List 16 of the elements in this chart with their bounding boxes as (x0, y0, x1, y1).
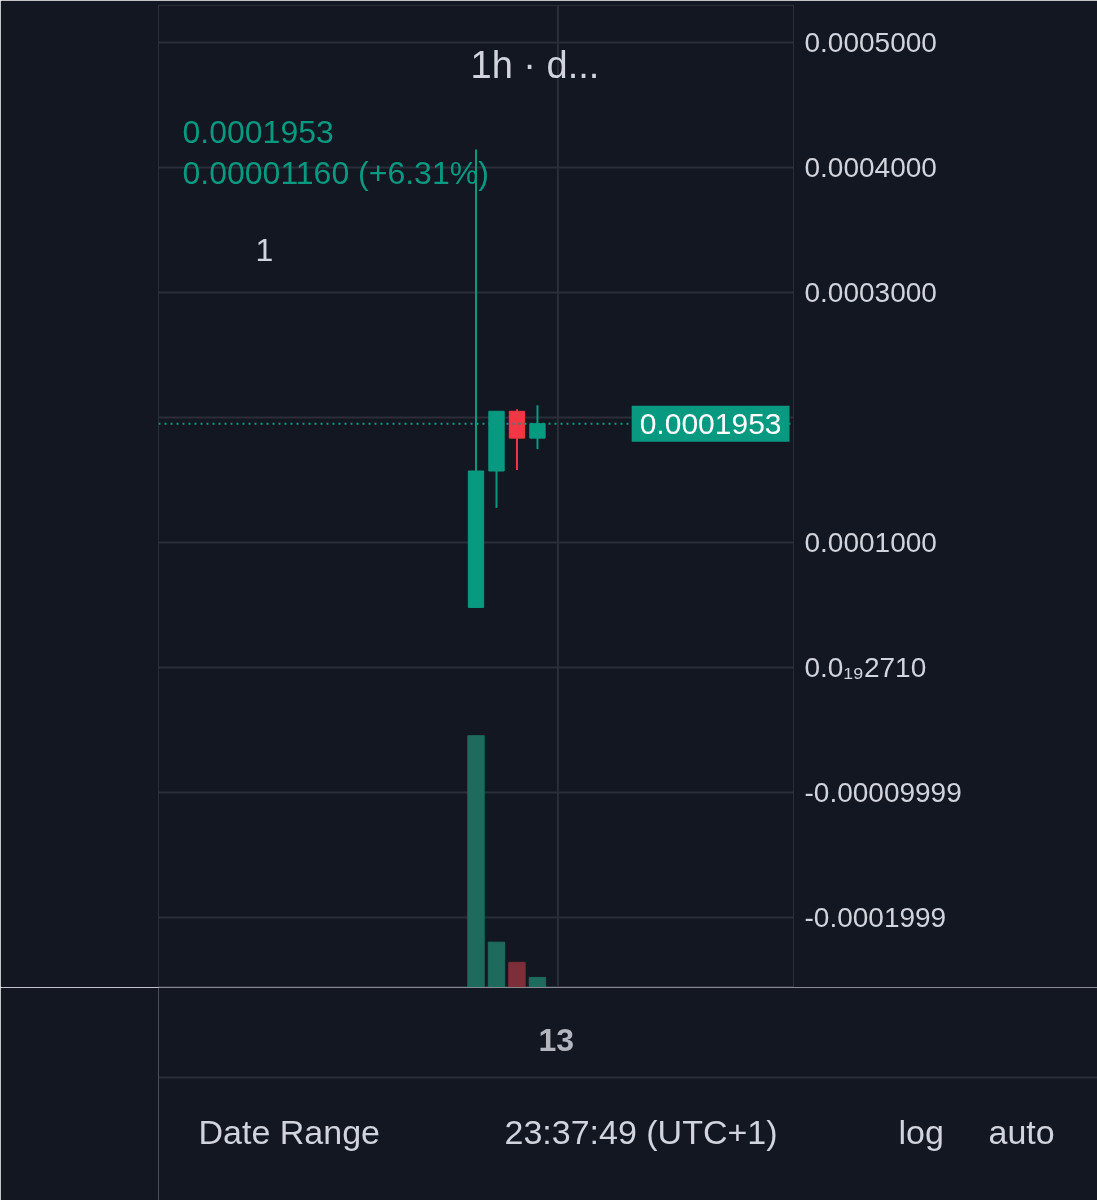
text: auto (988, 1112, 1055, 1151)
annotation: 0.0001953 (182, 113, 334, 150)
text: 1h · d... (470, 43, 600, 86)
text: Date Range (198, 1112, 380, 1151)
y-tick-label: -0.0001999 (804, 901, 947, 933)
text: log (898, 1112, 944, 1151)
text: 23:37:49 (UTC+1) (504, 1112, 778, 1151)
annotation: 1 (255, 231, 274, 268)
y-tick-label: 0.0005000 (804, 27, 937, 59)
ref-line-label: 0.0001953 (639, 406, 782, 440)
y-tick-label: 0.0₁₉2710 (804, 652, 927, 684)
y-tick-label: 0.0004000 (804, 152, 937, 184)
y-tick-label: 0.0001000 (804, 527, 937, 559)
text: 13 (538, 1021, 575, 1058)
y-tick-label: 0.0003000 (804, 277, 937, 309)
y-tick-label: -0.00009999 (804, 777, 962, 809)
